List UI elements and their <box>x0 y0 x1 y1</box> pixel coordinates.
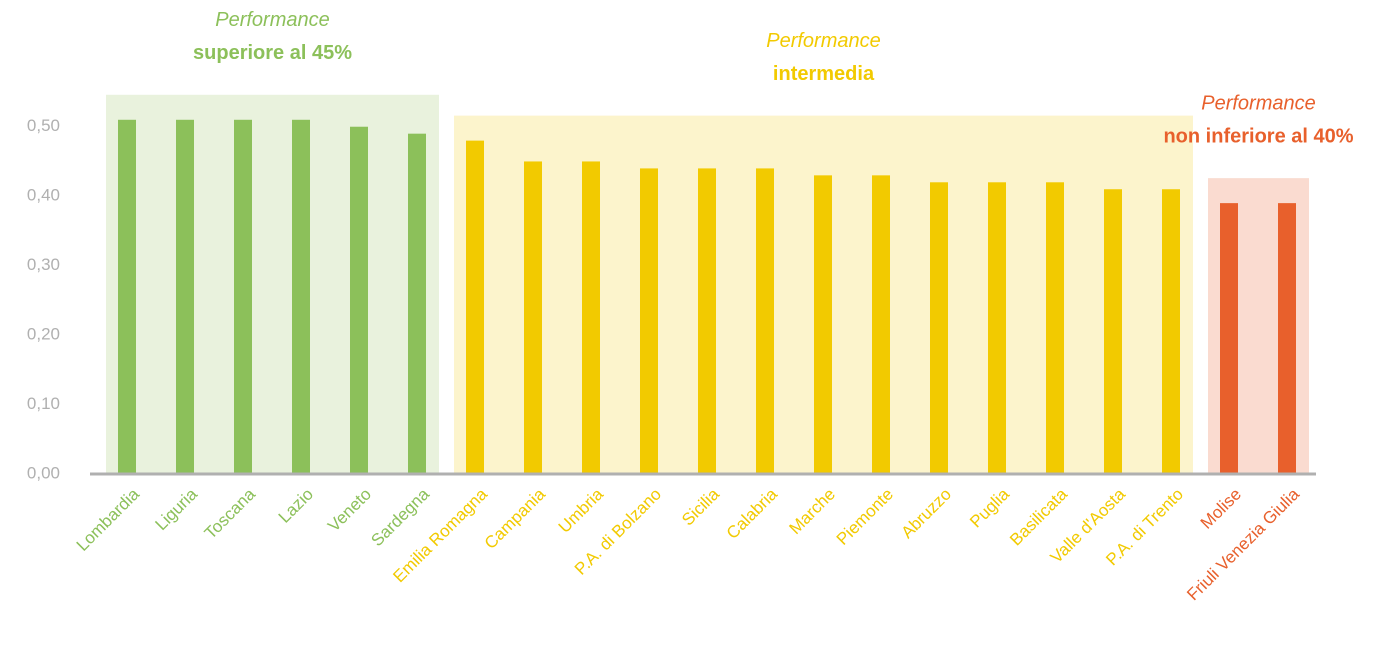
y-tick-label: 0,40 <box>27 186 60 205</box>
bars <box>118 119 1296 475</box>
group-subtitle: Performance <box>766 30 881 52</box>
group-subtitle: Performance <box>215 9 330 31</box>
group-title: non inferiore al 40% <box>1163 125 1353 147</box>
bar <box>350 126 368 475</box>
x-tick-label: Molise <box>1197 485 1245 533</box>
y-tick-label: 0,10 <box>27 394 60 413</box>
y-tick-label: 0,30 <box>27 255 60 274</box>
bar <box>1046 182 1064 475</box>
x-tick-label: Sicilia <box>678 484 723 529</box>
y-tick-label: 0,50 <box>27 116 60 135</box>
bar <box>640 168 658 474</box>
bar <box>1104 189 1122 474</box>
y-tick-label: 0,00 <box>27 463 60 482</box>
bar <box>118 119 136 475</box>
bar <box>814 175 832 474</box>
x-tick-label: Friuli Venezia Giulia <box>1183 484 1303 604</box>
x-tick-label: Piemonte <box>833 485 897 549</box>
bar <box>466 140 484 475</box>
x-tick-label: Lombardia <box>73 484 144 555</box>
x-tick-label: Abruzzo <box>897 485 955 543</box>
x-tick-label: Umbria <box>555 484 608 537</box>
bar <box>524 161 542 475</box>
x-tick-label: Lazio <box>275 485 317 527</box>
bar <box>408 133 426 474</box>
x-tick-label: Liguria <box>151 484 201 534</box>
x-tick-label: Puglia <box>966 484 1013 531</box>
bar <box>292 119 310 475</box>
bar <box>582 161 600 475</box>
bar <box>1278 203 1296 475</box>
bar <box>1162 189 1180 474</box>
bar <box>988 182 1006 475</box>
bar <box>872 175 890 474</box>
group-title: superiore al 45% <box>193 42 352 64</box>
bar <box>930 182 948 475</box>
x-tick-label: Toscana <box>201 484 260 543</box>
bar <box>234 119 252 475</box>
bar <box>1220 203 1238 475</box>
x-tick-label: Calabria <box>723 484 782 543</box>
group-title: intermedia <box>773 63 875 85</box>
x-tick-label: Marche <box>785 485 839 539</box>
y-tick-label: 0,20 <box>27 325 60 344</box>
bar <box>176 119 194 475</box>
group-background <box>106 94 439 475</box>
bar <box>698 168 716 474</box>
bar <box>756 168 774 474</box>
group-subtitle: Performance <box>1201 92 1316 114</box>
x-tick-label: Veneto <box>324 485 375 536</box>
x-tick-label: Campania <box>481 484 550 553</box>
